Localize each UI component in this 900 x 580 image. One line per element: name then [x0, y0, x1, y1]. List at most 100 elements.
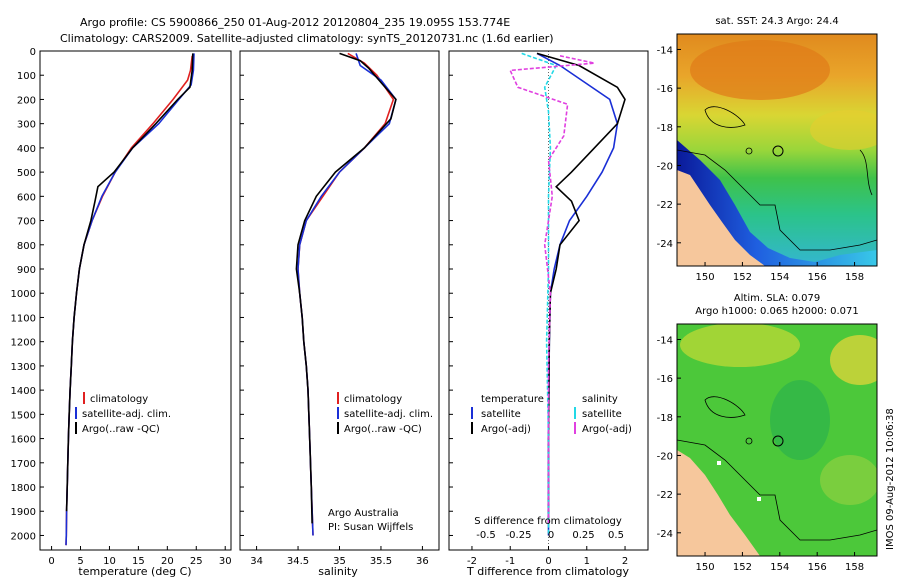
series-line [295, 52, 397, 524]
sla-contour [677, 439, 877, 541]
legend-climatology-label: climatology [344, 394, 402, 405]
map-y-tick-label: -14 [657, 45, 673, 56]
sst-contour [859, 149, 873, 196]
y-tick-label: 300 [17, 120, 36, 131]
sla-high-patch [680, 324, 800, 367]
y-tick-label: 800 [17, 241, 36, 252]
missing-data-cell [757, 497, 761, 501]
difference-legend-salinity: salinity satellite Argo(-adj) [574, 394, 632, 435]
y-tick-label: 1700 [11, 459, 36, 470]
legend-argo-label: Argo(..raw -QC) [344, 424, 422, 435]
x-tick-label: 30 [219, 556, 232, 567]
s-difference-ticklabels: -0.5 -0.25 0 0.25 0.5 [476, 530, 624, 541]
series-line [65, 55, 193, 546]
header-line1: Argo profile: CS 5900866_250 01-Aug-2012… [80, 16, 510, 29]
y-tick-label: 1100 [11, 313, 36, 324]
salinity-lines [295, 52, 397, 536]
sst-reef [745, 147, 753, 155]
sla-map-title2: Argo h1000: 0.065 h2000: 0.071 [695, 306, 859, 317]
x-tick-label: 5 [77, 556, 83, 567]
sst-map-ticks: 150 152 154 156 158 -14 -16 -18 -20 -22 -24 [657, 45, 864, 283]
sla-map-title1: Altim. SLA: 0.079 [734, 293, 820, 304]
s-tick-label: 0.25 [572, 530, 594, 541]
salinity-panel: 34 34.5 35 35.5 36 salinity climatology sate… [239, 50, 440, 578]
sst-map-box [676, 33, 878, 267]
t-difference-xlabel: T difference from climatology [466, 565, 629, 578]
map-y-tick-label: -18 [657, 413, 673, 424]
y-tick-label: 1500 [11, 410, 36, 421]
series-line [297, 53, 397, 536]
s-tick-label: -0.5 [476, 530, 496, 541]
y-tick-label: 1600 [11, 435, 36, 446]
y-tick-label: 700 [17, 217, 36, 228]
series-line [521, 52, 558, 536]
sla-reef [745, 437, 753, 445]
y-tick-label: 2000 [11, 531, 36, 542]
map-x-tick-label: 150 [695, 272, 714, 283]
y-tick-label: 1900 [11, 507, 36, 518]
temperature-legend: climatology satellite-adj. clim. Argo(..… [75, 392, 171, 435]
legend-satellite-label: satellite-adj. clim. [344, 409, 433, 420]
sla-reef [704, 396, 746, 418]
temperature-xlabel: temperature (deg C) [78, 565, 191, 578]
sla-high-patch [820, 455, 877, 505]
y-tick-label: 1200 [11, 338, 36, 349]
y-tick-label: 100 [17, 71, 36, 82]
sst-contour [677, 149, 877, 251]
map-y-tick-label: -20 [657, 161, 673, 172]
difference-panel: -2 -1 0 1 2 T difference from climatology S … [448, 50, 649, 578]
legend-satellite-label: satellite-adj. clim. [82, 409, 171, 420]
legend-temperature-title: temperature [481, 394, 544, 405]
y-tick-label: 200 [17, 95, 36, 106]
map-y-tick-label: -18 [657, 123, 673, 134]
temperature-axes-box [39, 50, 232, 551]
map-y-tick-label: -22 [657, 490, 673, 501]
x-tick-label: -2 [467, 556, 477, 567]
temperature-ticks: 0100200300400500600700800900100011001200… [11, 47, 232, 567]
y-tick-label: 1300 [11, 362, 36, 373]
argo-location-marker [772, 435, 784, 447]
y-tick-label: 600 [17, 192, 36, 203]
legend-t-satellite-label: satellite [481, 409, 521, 420]
x-tick-label: 35 [333, 556, 346, 567]
sst-map-field [677, 34, 877, 266]
legend-t-argo-label: Argo(-adj) [481, 424, 531, 435]
x-tick-label: 15 [132, 556, 145, 567]
map-x-tick-label: 156 [808, 562, 827, 573]
y-tick-label: 400 [17, 144, 36, 155]
sst-land [677, 170, 765, 266]
argo-location-marker [772, 145, 784, 157]
y-tick-label: 1000 [11, 289, 36, 300]
salinity-legend: climatology satellite-adj. clim. Argo(..… [337, 392, 433, 435]
series-line [65, 53, 195, 546]
map-x-tick-label: 158 [845, 562, 864, 573]
map-y-tick-label: -14 [657, 335, 673, 346]
legend-salinity-title: salinity [582, 394, 618, 405]
x-tick-label: 20 [161, 556, 174, 567]
map-x-tick-label: 154 [770, 562, 789, 573]
difference-ticks: -2 -1 0 1 2 [449, 50, 628, 567]
temperature-panel: 0100200300400500600700800900100011001200… [11, 47, 232, 578]
missing-data-cell [717, 461, 721, 465]
map-y-tick-label: -24 [657, 529, 673, 540]
salinity-ticks: 34 34.5 35 35.5 36 [240, 50, 429, 567]
s-tick-label: 0 [548, 530, 554, 541]
y-tick-label: 1400 [11, 386, 36, 397]
legend-climatology-label: climatology [90, 394, 148, 405]
x-tick-label: 2 [622, 556, 628, 567]
map-y-tick-label: -22 [657, 200, 673, 211]
sla-high-patch [830, 335, 877, 385]
sst-warm-patch [810, 110, 877, 150]
side-stamp: IMOS 09-Aug-2012 10:06:38 [885, 408, 896, 550]
map-x-tick-label: 150 [695, 562, 714, 573]
x-tick-label: 10 [103, 556, 116, 567]
map-x-tick-label: 154 [770, 272, 789, 283]
y-tick-label: 1800 [11, 483, 36, 494]
y-tick-label: 0 [30, 47, 36, 58]
map-x-tick-label: 152 [733, 562, 752, 573]
x-tick-label: 1 [584, 556, 590, 567]
header-line2: Climatology: CARS2009. Satellite-adjuste… [60, 32, 554, 45]
sst-reef [704, 106, 746, 128]
difference-lines [509, 52, 626, 536]
